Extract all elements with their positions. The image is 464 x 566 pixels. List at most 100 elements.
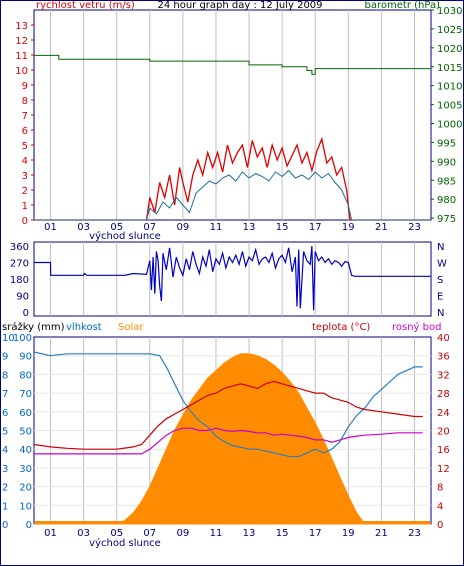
x-tick-label: 21 (375, 222, 388, 233)
y-tick-label-left: 270 (10, 259, 29, 270)
solar-area (34, 353, 431, 525)
x-tick-label: 05 (110, 528, 123, 539)
y-tick-label-left: 7 (22, 111, 28, 122)
series-line-pressure (34, 54, 431, 75)
humidity-tick-label: 0 (26, 520, 32, 531)
solar-legend: Solar (118, 322, 144, 333)
x-tick-label: 07 (143, 528, 156, 539)
y-tick-label-left: 3 (22, 171, 28, 182)
compass-tick-label: N (437, 308, 444, 319)
rain-tick-label: 6 (2, 408, 8, 419)
humidity-tick-label: 80 (19, 370, 32, 381)
x-tick-label: 03 (77, 222, 90, 233)
x-tick-label: 09 (177, 222, 190, 233)
y-tick-label-left: 2 (22, 186, 28, 197)
humidity-tick-label: 40 (19, 445, 32, 456)
y-tick-label-right: 995 (437, 138, 456, 149)
temperature-tick-label: 20 (437, 427, 450, 438)
y-tick-label-left: 90 (16, 292, 29, 303)
rain-tick-label: 0 (2, 520, 8, 531)
y-tick-label-right: 1020 (437, 44, 462, 55)
compass-tick-label: N (437, 242, 444, 253)
x-tick-label: 11 (210, 528, 223, 539)
temperature-tick-label: 0 (437, 520, 443, 531)
temperature-tick-label: 4 (437, 501, 443, 512)
y-tick-label-right: 985 (437, 176, 456, 187)
y-tick-label-left: 9 (22, 81, 28, 92)
y-tick-label-left: 4 (22, 156, 28, 167)
compass-tick-label: W (437, 259, 447, 270)
compass-tick-label: S (437, 275, 443, 286)
temperature-tick-label: 40 (437, 333, 450, 344)
humidity-tick-label: 20 (19, 483, 32, 494)
rain-tick-label: 7 (2, 389, 8, 400)
humidity-tick-label: 10 (19, 501, 32, 512)
rain-tick-label: 2 (2, 483, 8, 494)
x-tick-label: 21 (375, 528, 388, 539)
series-line-average (34, 169, 431, 221)
y-tick-label-right: 1010 (437, 82, 462, 93)
temperature-tick-label: 24 (437, 408, 450, 419)
x-tick-label: 03 (77, 528, 90, 539)
y-tick-label-right: 1005 (437, 101, 462, 112)
x-tick-label: 13 (243, 222, 256, 233)
dewpoint-legend: rosný bod (392, 321, 441, 333)
sunrise-label-top: východ slunce (89, 230, 161, 242)
y-tick-label-right: 980 (437, 195, 456, 206)
y-tick-label-right: 1030 (437, 6, 462, 17)
x-tick-label: 19 (342, 222, 355, 233)
rain-tick-label: 10 (2, 333, 15, 344)
x-tick-label: 23 (408, 222, 421, 233)
x-tick-label: 17 (309, 528, 322, 539)
series-line-gust (34, 136, 431, 221)
series-line-dewpoint (34, 427, 423, 455)
x-tick-label: 19 (342, 528, 355, 539)
y-tick-label-left: 10 (15, 66, 28, 77)
humidity-legend: vlhkost (66, 322, 102, 333)
x-tick-label: 15 (276, 222, 289, 233)
temperature-legend: teplota (°C) (312, 322, 370, 333)
y-tick-label-right: 1015 (437, 63, 462, 74)
humidity-tick-label: 70 (19, 389, 32, 400)
x-tick-label: 01 (44, 528, 57, 539)
y-tick-label-right: 1025 (437, 25, 462, 36)
temperature-tick-label: 8 (437, 483, 443, 494)
x-tick-label: 23 (408, 528, 421, 539)
pressure-axis-label: barometr (hPa) (365, 0, 441, 11)
wind-direction-plot-area (33, 241, 432, 317)
rain-tick-label: 9 (2, 352, 8, 363)
x-tick-label: 01 (44, 222, 57, 233)
y-tick-label-left: 180 (10, 275, 29, 286)
compass-tick-label: E (437, 292, 443, 303)
y-tick-label-left: 0 (23, 308, 29, 319)
wind-pressure-plot-area (33, 9, 432, 221)
rain-tick-label: 3 (2, 464, 8, 475)
y-tick-label-left: 11 (15, 51, 28, 62)
wind-axis-label: rychlost vetru (m/s) (36, 0, 135, 11)
series-line-temperature (33, 380, 423, 450)
humidity-tick-label: 30 (19, 464, 32, 475)
chart-title: 24 hour graph day : 12 July 2009 (157, 0, 322, 11)
x-tick-label: 11 (210, 222, 223, 233)
y-tick-label-left: 0 (22, 216, 28, 227)
rain-axis-label: srážky (mm) (2, 321, 65, 333)
sunrise-label-bottom: východ slunce (89, 537, 161, 549)
rain-tick-label: 4 (2, 445, 8, 456)
x-tick-label: 07 (143, 222, 156, 233)
y-tick-label-left: 12 (15, 36, 28, 47)
y-tick-label-left: 360 (10, 242, 29, 253)
series-line-direction (34, 245, 431, 311)
x-tick-label: 15 (276, 528, 289, 539)
humidity-tick-label: 100 (13, 333, 32, 344)
temperature-tick-label: 28 (437, 389, 450, 400)
x-tick-label: 05 (110, 222, 123, 233)
temperature-tick-label: 12 (437, 464, 450, 475)
y-tick-label-left: 13 (15, 21, 28, 32)
temperature-tick-label: 36 (437, 352, 450, 363)
x-tick-label: 09 (177, 528, 190, 539)
rain-tick-label: 8 (2, 370, 8, 381)
series-line-humidity (33, 351, 423, 458)
humidity-tick-label: 50 (19, 427, 32, 438)
